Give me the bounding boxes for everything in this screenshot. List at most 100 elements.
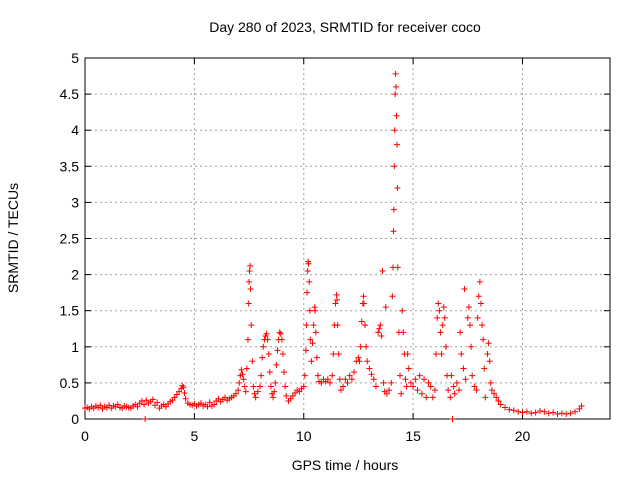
data-point [97,402,104,409]
data-point [461,286,468,293]
data-point [473,387,480,394]
data-point [421,376,428,383]
data-point [306,307,313,314]
data-point [283,392,290,399]
x-tick-label: 20 [515,428,531,444]
data-point [232,390,239,397]
data-point [481,365,488,372]
data-point [363,343,370,350]
data-point [550,409,557,416]
data-point [263,330,270,337]
y-tick-label: 3.5 [60,158,80,174]
data-point [332,300,339,307]
x-tick-label: 10 [296,428,312,444]
data-point [267,383,274,390]
data-point [312,307,319,314]
data-point [528,410,535,417]
data-point [380,379,387,386]
y-tick-label: 2 [71,267,79,283]
data-point [377,322,384,329]
axis-ticks: 0 0.5 1 1.5 2 2.5 3 3.5 4 4.5 5 0 5 10 15 20 [60,50,610,444]
data-point [368,371,375,378]
data-point [248,322,255,329]
data-point [324,376,331,383]
data-point [410,383,417,390]
data-point [440,304,447,311]
data-point [433,351,440,358]
data-point [563,410,570,417]
grid-lines [85,58,610,419]
data-point [306,278,313,285]
data-point [243,365,250,372]
data-point [314,372,321,379]
data-point [405,365,412,372]
data-point [442,343,449,350]
data-point [578,403,585,410]
data-point [348,376,355,383]
data-point [400,329,407,336]
data-point [206,399,213,406]
data-point [541,408,548,415]
data-point [392,70,399,77]
data-point [302,347,309,354]
data-point [457,329,464,336]
data-point [437,329,444,336]
data-point [141,401,148,408]
data-point [407,379,414,386]
data-point [266,369,273,376]
chart-title: Day 280 of 2023, SRMTID for receiver coc… [209,19,481,35]
data-point [335,351,342,358]
data-point [270,394,277,401]
y-tick-label: 1 [71,339,79,355]
data-point [329,372,336,379]
data-point [487,379,494,386]
data-point [344,379,351,386]
data-point [378,332,385,339]
data-point [394,184,401,191]
data-point [390,228,397,235]
data-point [438,351,445,358]
data-point [355,354,362,361]
data-point [493,394,500,401]
data-point [240,376,247,383]
data-point [308,358,315,365]
data-point [397,372,403,379]
data-point [304,289,311,296]
data-point [418,390,425,397]
data-point [238,366,245,373]
data-point [479,322,486,329]
data-point [244,336,251,343]
data-point [439,322,446,329]
data-point [309,340,316,347]
data-point [340,383,347,390]
data-point [366,365,373,372]
data-point [523,408,530,415]
data-point [392,91,399,98]
data-point [301,372,308,379]
data-point [357,343,364,350]
data-point [468,343,475,350]
y-tick-label: 1.5 [60,303,80,319]
data-point [313,354,320,361]
data-point [510,407,517,414]
data-point [333,291,340,298]
data-point [364,358,371,365]
y-tick-label: 3 [71,194,79,210]
data-point [312,329,319,336]
data-point [250,383,257,390]
data-point [236,379,243,386]
data-point [502,404,508,411]
data-point [447,394,454,401]
data-point [307,336,314,343]
data-point [382,304,389,311]
data-point [247,286,254,293]
data-point [488,387,495,394]
x-tick-label: 0 [81,428,89,444]
data-point [276,329,283,336]
data-point [456,387,463,394]
data-point [310,322,317,329]
data-point [375,329,382,336]
data-point [300,383,307,390]
data-point [484,351,491,358]
